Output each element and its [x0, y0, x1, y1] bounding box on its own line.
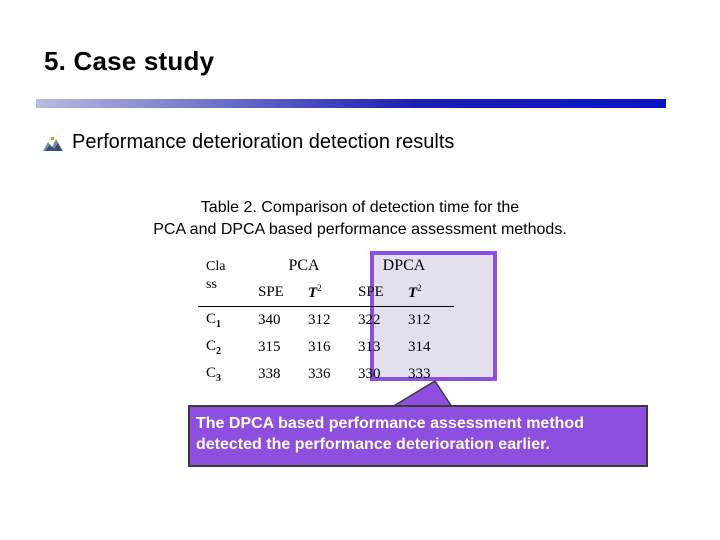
cell-pca-t2: 336 — [308, 366, 331, 382]
bullet-graphic-icon — [42, 136, 64, 152]
title-divider — [36, 99, 666, 108]
table-caption-line-1: Table 2. Comparison of detection time fo… — [200, 199, 520, 216]
subheader-pca-t2-sup: 2 — [317, 283, 322, 293]
subheader-dpca-spe: SPE — [358, 284, 384, 300]
table-row: C3 338 336 330 333 — [198, 361, 454, 388]
cell-dpca-spe: 322 — [354, 306, 404, 334]
class-column-header: Cla ss — [198, 252, 254, 307]
class-header-line-1: Cla — [206, 259, 226, 274]
row-class: C2 — [206, 338, 222, 357]
callout-line-1: The DPCA based performance assessment me… — [196, 415, 584, 432]
row-class: C3 — [206, 365, 222, 384]
subheader-pca-t2-label: T — [308, 285, 318, 301]
subheader-pca-t2: T2 — [304, 279, 354, 307]
group-header-dpca: DPCA — [382, 256, 426, 274]
cell-dpca-t2: 314 — [408, 339, 431, 355]
subheader-dpca-t2-label: T — [408, 285, 418, 301]
cell-pca-t2: 316 — [308, 339, 331, 355]
subheader-dpca-t2-sup: 2 — [417, 283, 422, 293]
cell-pca-t2: 312 — [304, 306, 354, 334]
detection-time-table: Cla ss PCA DPCA SPE T2 SPE T2 C1 340 312… — [198, 252, 454, 388]
conclusion-callout: The DPCA based performance assessment me… — [188, 405, 648, 467]
cell-dpca-spe: 330 — [358, 366, 381, 382]
table-row: C1 340 312 322 312 — [198, 306, 454, 334]
slide-title: 5. Case study — [44, 46, 215, 76]
callout-line-2: detected the performance deterioration e… — [196, 436, 550, 453]
bullet-heading: Performance deterioration detection resu… — [72, 131, 455, 153]
cell-pca-spe: 338 — [258, 366, 281, 382]
cell-dpca-spe: 313 — [358, 339, 381, 355]
row-class: C1 — [198, 306, 254, 334]
subheader-dpca-t2: T2 — [404, 279, 454, 307]
subheader-pca-spe: SPE — [258, 284, 284, 300]
table-row: C2 315 316 313 314 — [198, 334, 454, 361]
table-caption-line-2: PCA and DPCA based performance assessmen… — [153, 221, 567, 238]
cell-dpca-t2: 312 — [404, 306, 454, 334]
cell-pca-spe: 340 — [254, 306, 304, 334]
cell-dpca-t2: 333 — [408, 366, 431, 382]
class-header-line-2: ss — [206, 277, 217, 292]
group-header-pca: PCA — [288, 256, 320, 274]
cell-pca-spe: 315 — [258, 339, 281, 355]
